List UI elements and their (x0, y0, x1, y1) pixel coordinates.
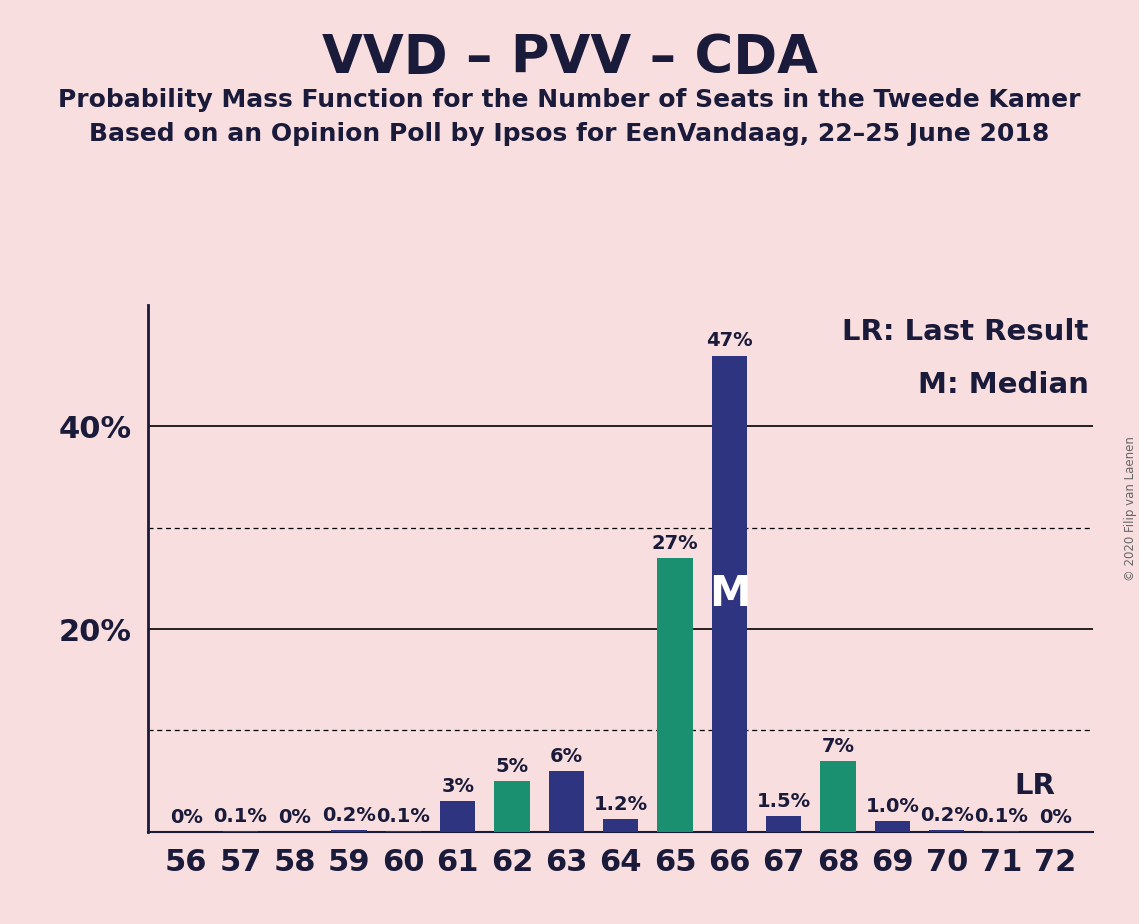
Bar (549, 771, 584, 832)
Text: M: M (708, 573, 751, 614)
Bar (386, 831, 421, 832)
Text: 7%: 7% (821, 736, 854, 756)
Text: 5%: 5% (495, 757, 528, 776)
Text: 0.2%: 0.2% (322, 806, 376, 824)
Text: 0.1%: 0.1% (974, 807, 1029, 825)
Text: 3%: 3% (441, 777, 474, 796)
Bar (331, 830, 367, 832)
Text: LR: LR (1015, 772, 1056, 800)
Text: 0.1%: 0.1% (213, 807, 268, 825)
Bar (820, 760, 855, 832)
Text: 6%: 6% (550, 747, 583, 766)
Bar (875, 821, 910, 832)
Text: VVD – PVV – CDA: VVD – PVV – CDA (321, 32, 818, 84)
Text: Based on an Opinion Poll by Ipsos for EenVandaag, 22–25 June 2018: Based on an Opinion Poll by Ipsos for Ee… (89, 122, 1050, 146)
Text: 27%: 27% (652, 534, 698, 553)
Bar (657, 558, 693, 832)
Bar (929, 830, 965, 832)
Bar (603, 820, 639, 832)
Text: 0%: 0% (278, 808, 311, 827)
Text: 0%: 0% (170, 808, 203, 827)
Text: M: Median: M: Median (918, 371, 1089, 399)
Bar (712, 356, 747, 832)
Text: 1.2%: 1.2% (593, 796, 648, 814)
Bar (494, 781, 530, 832)
Text: 0.1%: 0.1% (377, 807, 431, 825)
Text: © 2020 Filip van Laenen: © 2020 Filip van Laenen (1124, 436, 1137, 580)
Bar (440, 801, 475, 832)
Bar (983, 831, 1018, 832)
Text: Probability Mass Function for the Number of Seats in the Tweede Kamer: Probability Mass Function for the Number… (58, 88, 1081, 112)
Text: 1.5%: 1.5% (756, 793, 811, 811)
Bar (767, 817, 802, 832)
Text: 47%: 47% (706, 332, 753, 350)
Text: 0%: 0% (1039, 808, 1072, 827)
Text: 1.0%: 1.0% (866, 797, 919, 817)
Bar (223, 831, 259, 832)
Text: 0.2%: 0.2% (920, 806, 974, 824)
Text: LR: Last Result: LR: Last Result (843, 318, 1089, 346)
